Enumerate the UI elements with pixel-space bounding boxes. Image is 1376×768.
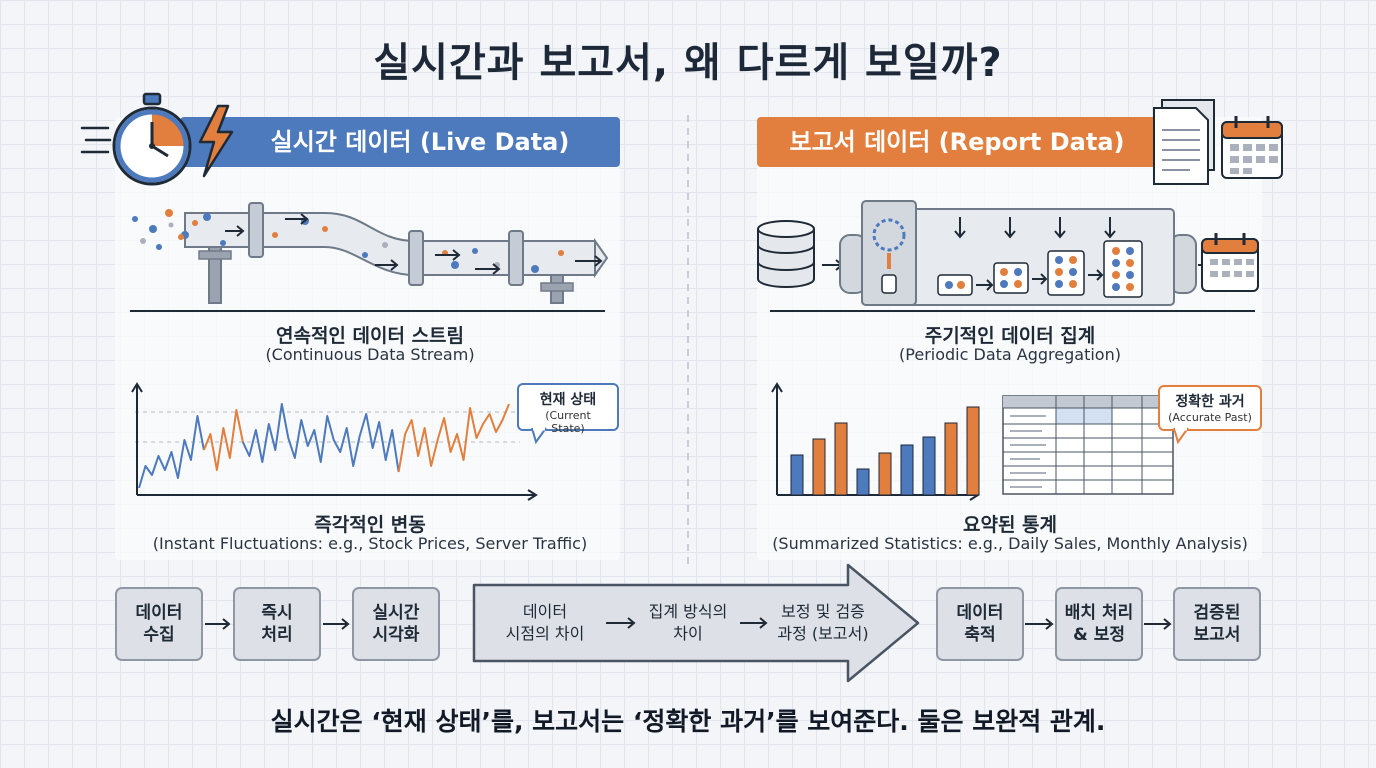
report-data-banner: 보고서 데이터 (Report Data) xyxy=(757,117,1197,167)
bar xyxy=(834,422,848,496)
flow-step-line1: 데이터 xyxy=(956,603,1004,623)
flow-step-verified-report: 검증된 보고서 xyxy=(1173,587,1261,661)
current-state-label: 현재 상태 xyxy=(539,392,597,408)
diff-line2: 시점의 차이 xyxy=(505,624,585,643)
bar xyxy=(922,436,936,496)
diff-line2: 과정 (보고서) xyxy=(777,624,869,643)
bar xyxy=(790,454,804,496)
aggregation-caption-en: (Periodic Data Aggregation) xyxy=(899,345,1121,364)
accurate-past-label: 정확한 과거 xyxy=(1175,394,1245,410)
flow-step-line2: 수집 xyxy=(143,625,175,645)
bar xyxy=(966,406,980,496)
bar xyxy=(812,438,826,496)
aggregation-machine-illustration xyxy=(757,200,1259,312)
flow-step-line1: 데이터 xyxy=(135,603,183,623)
flow-step-line1: 즉시 xyxy=(261,603,293,623)
accurate-past-sublabel: (Accurate Past) xyxy=(1168,411,1252,424)
fluctuation-line-segment xyxy=(397,403,510,473)
page-title: 실시간과 보고서, 왜 다르게 보일까? xyxy=(373,40,1003,86)
live-panel xyxy=(115,117,620,560)
fluctuation-caption-en: (Instant Fluctuations: e.g., Stock Price… xyxy=(152,534,588,553)
bar xyxy=(878,452,892,496)
statistics-caption-en: (Summarized Statistics: e.g., Daily Sale… xyxy=(772,534,1248,553)
bar xyxy=(944,422,958,496)
fluctuation-caption-ko: 즉각적인 변동 xyxy=(314,514,426,536)
statistics-caption-ko: 요약된 통계 xyxy=(962,514,1057,536)
summary-bar-chart xyxy=(771,382,980,501)
flow-step-line2: 보고서 xyxy=(1193,625,1241,645)
document-calendar-icon xyxy=(1153,99,1283,185)
diff-line1: 집계 방식의 xyxy=(648,602,728,621)
accurate-past-callout-tail xyxy=(1173,427,1189,445)
current-state-callout: 현재 상태 (Current State) xyxy=(517,383,619,435)
diff-line2: 차이 xyxy=(673,624,703,643)
current-state-callout-tail xyxy=(531,427,547,445)
accurate-past-callout: 정확한 과거 (Accurate Past) xyxy=(1158,385,1262,431)
flow-step-line2: 처리 xyxy=(261,625,293,645)
fluctuation-line-segment xyxy=(202,409,244,471)
x-axis xyxy=(137,489,538,501)
diff-line1: 보정 및 검증 xyxy=(781,602,865,621)
flow-step-line2: & 보정 xyxy=(1072,625,1125,645)
flow-step-line2: 축적 xyxy=(964,625,996,645)
y-axis xyxy=(771,382,783,495)
bar xyxy=(900,444,914,496)
flow-step-line2: 시각화 xyxy=(372,625,420,645)
data-stream-pipeline-illustration xyxy=(130,202,609,312)
flow-step-line1: 실시간 xyxy=(372,603,420,623)
flow-step-live-visualize: 실시간 시각화 xyxy=(352,587,440,661)
flow-step-accumulate: 데이터 축적 xyxy=(936,587,1024,661)
panel-divider xyxy=(687,115,689,565)
bar xyxy=(856,468,870,496)
fluctuation-line-segment xyxy=(138,415,205,489)
fluctuation-line-segment xyxy=(241,403,400,473)
conclusion-text: 실시간은 ‘현재 상태’를, 보고서는 ‘정확한 과거’를 보여준다. 둘은 보… xyxy=(270,707,1106,736)
stream-caption-ko: 연속적인 데이터 스트림 xyxy=(275,325,465,347)
instant-fluctuation-chart xyxy=(131,382,538,501)
diff-line1: 데이터 xyxy=(522,602,568,621)
stopwatch-icon xyxy=(80,92,234,186)
flow-step-line1: 배치 처리 xyxy=(1064,603,1134,623)
aggregation-caption-ko: 주기적인 데이터 집계 xyxy=(924,325,1096,347)
flow-step-batch-correct: 배치 처리 & 보정 xyxy=(1055,587,1143,661)
live-data-banner: 실시간 데이터 (Live Data) xyxy=(180,117,620,167)
difference-big-arrow xyxy=(472,563,920,683)
flow-step-instant-process: 즉시 처리 xyxy=(233,587,321,661)
summary-table-illustration xyxy=(1002,395,1174,495)
stream-caption-en: (Continuous Data Stream) xyxy=(265,345,475,364)
y-axis xyxy=(131,382,143,495)
flow-step-collect: 데이터 수집 xyxy=(115,587,203,661)
current-state-sublabel: (Current State) xyxy=(545,409,591,435)
flow-step-line1: 검증된 xyxy=(1193,603,1241,623)
